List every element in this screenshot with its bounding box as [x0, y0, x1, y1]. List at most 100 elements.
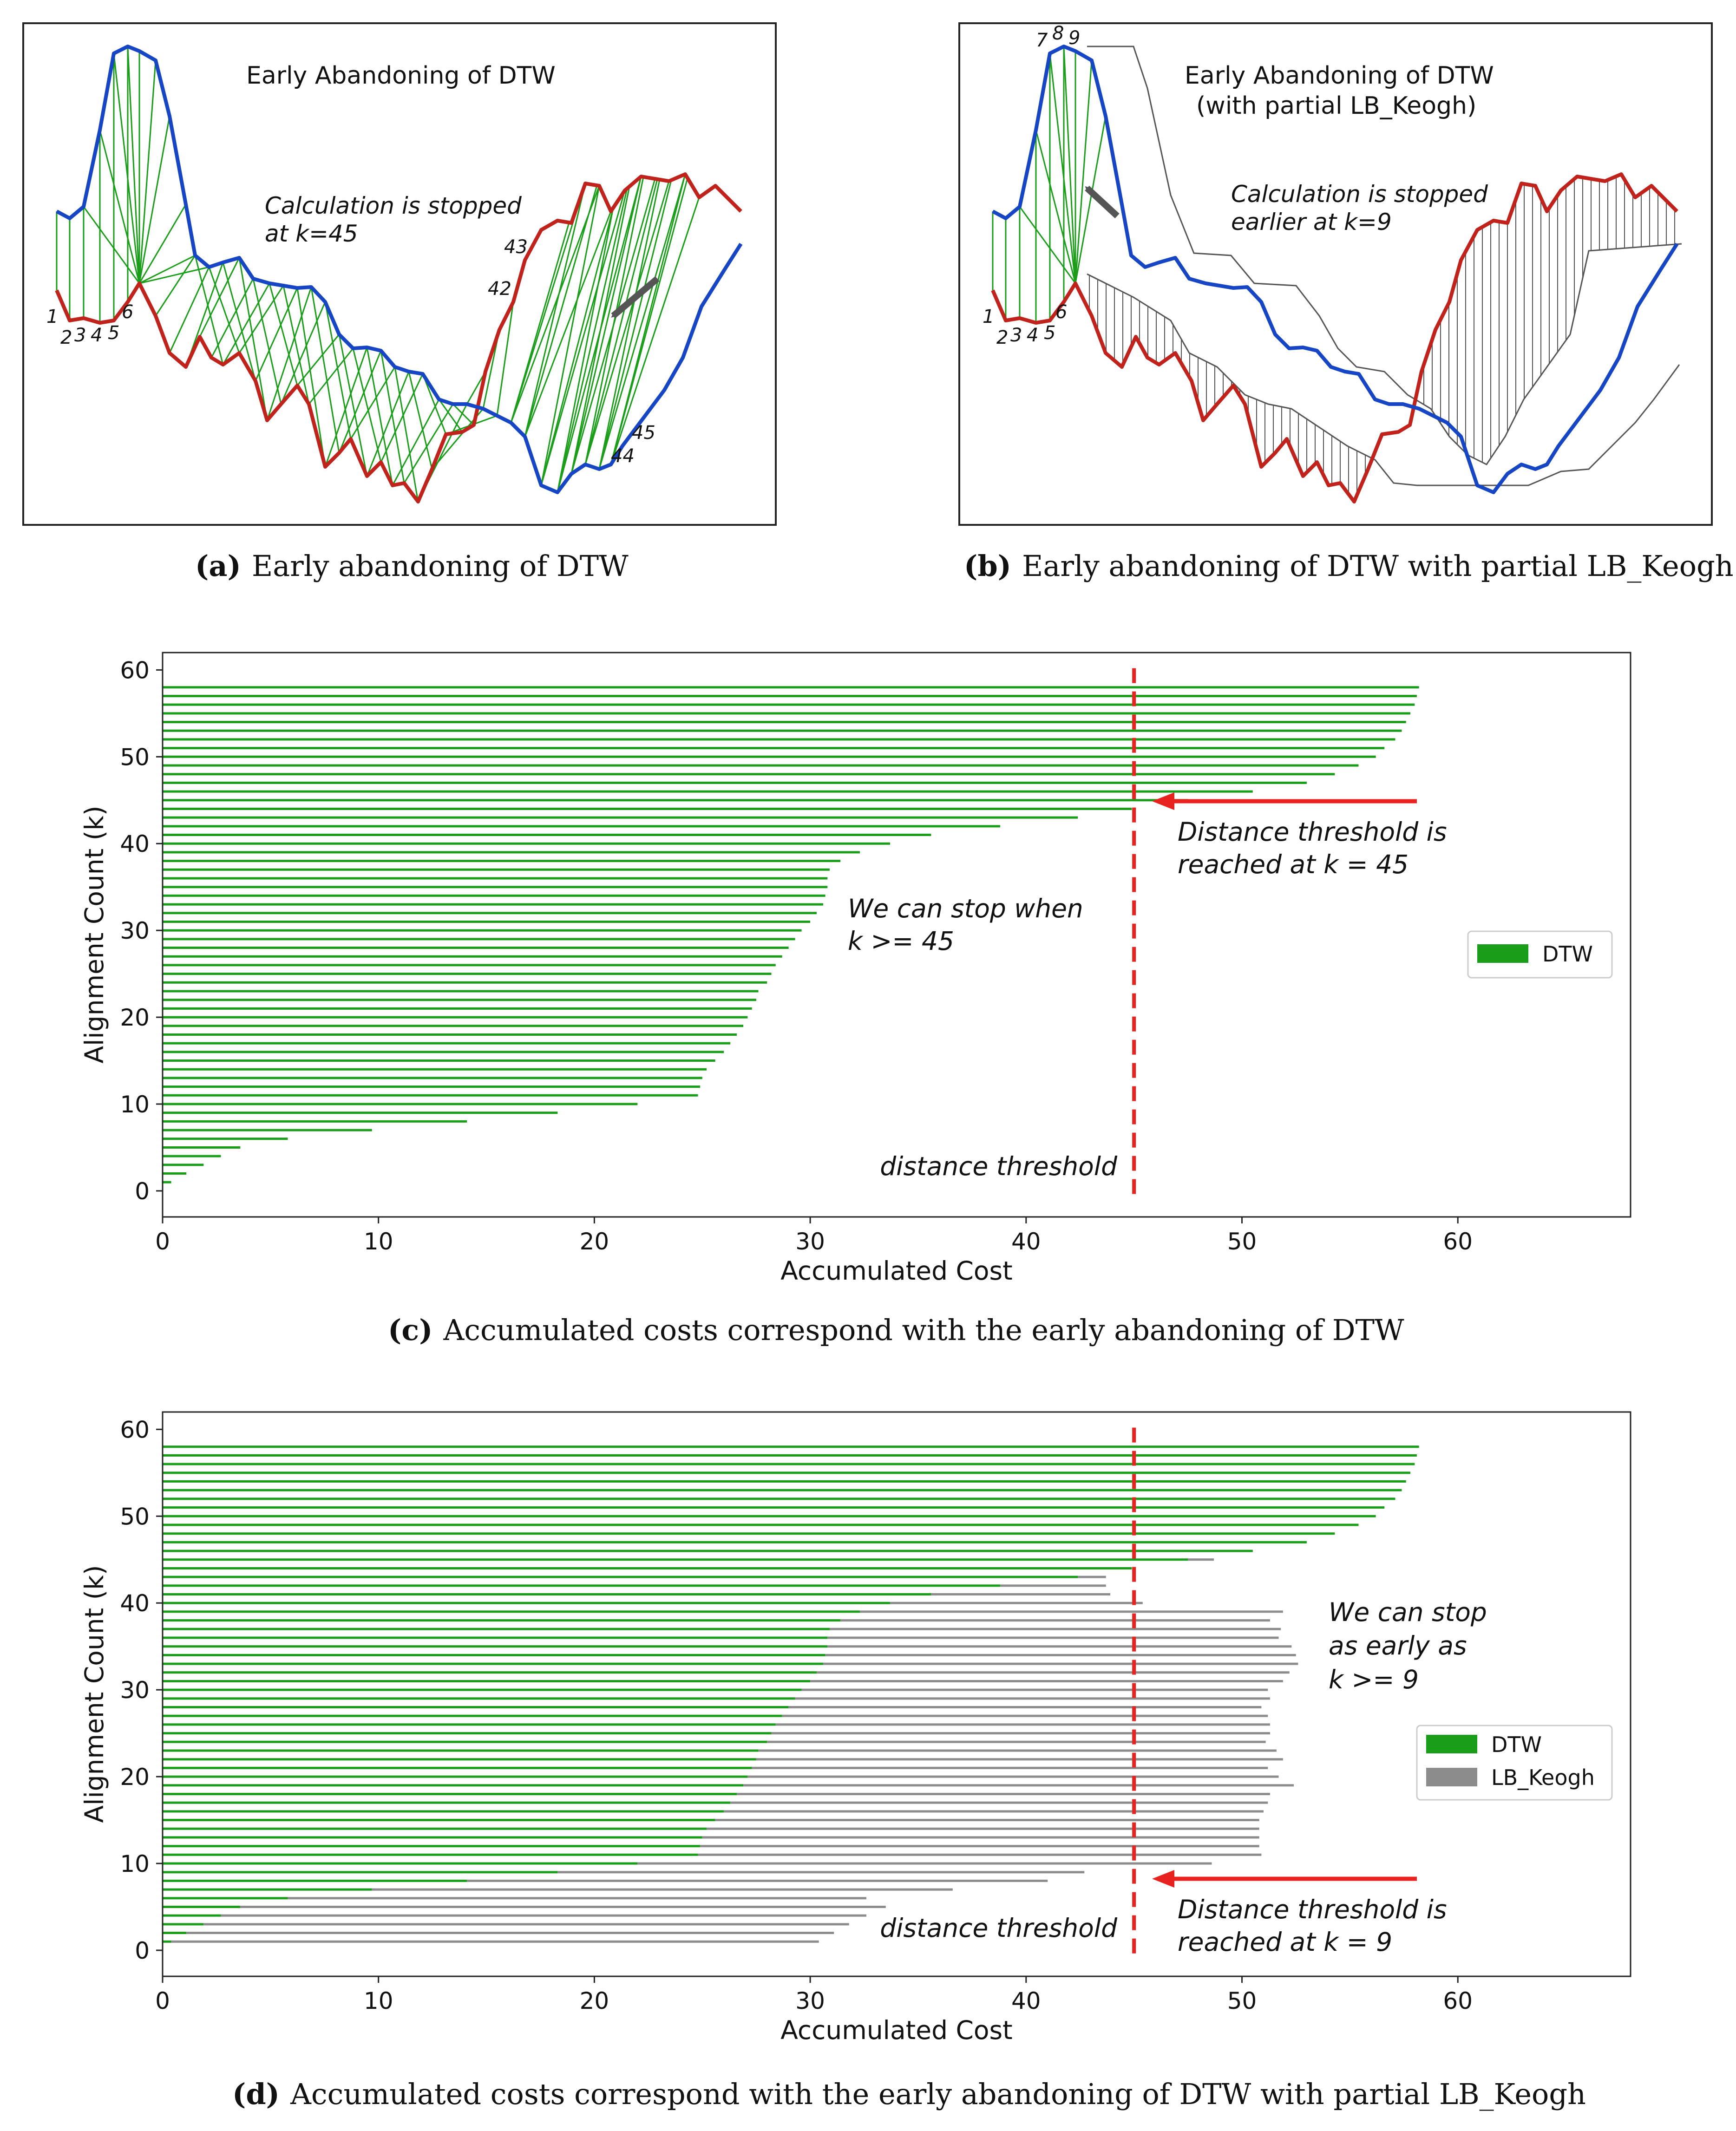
- panel-b-caption: (b) Early abandoning of DTW with partial…: [964, 549, 1734, 583]
- chart-d-threshold-label: distance threshold: [880, 1913, 1118, 1943]
- panel-a-frame: [22, 22, 777, 526]
- panel-a-warp-line: [208, 267, 240, 353]
- panel-a-warp-line: [296, 334, 340, 386]
- chart-d-bars: [163, 1445, 1419, 1943]
- panel-a-title: Early Abandoning of DTW: [246, 62, 556, 90]
- chart-d-axes-frame: [162, 1411, 1631, 1977]
- panel-a-warp-line: [366, 371, 410, 477]
- panel-b-warp-line: [1019, 206, 1076, 284]
- panel-b-label-6: 6: [1055, 301, 1067, 323]
- panel-a-warp-line: [155, 255, 196, 316]
- chart-c-stop-1: We can stop when: [848, 894, 1083, 923]
- panel-a-warp-line: [452, 403, 475, 426]
- chart-c-reached-2: reached at k = 45: [1178, 850, 1408, 879]
- panel-b-warp-line: [1074, 116, 1107, 284]
- panel-b-caption-letter: (b): [964, 549, 1011, 583]
- chart-c-legend-dtw-swatch: [1477, 944, 1528, 963]
- panel-a-warp-line: [194, 255, 224, 365]
- panel-b-label-3: 3: [1010, 325, 1022, 346]
- chart-d-legend-lb-swatch: [1426, 1768, 1477, 1786]
- d-xtick-label: 60: [1443, 1987, 1473, 2014]
- panel-a-warp-line: [252, 278, 282, 405]
- panel-a-warp-line: [557, 188, 628, 493]
- chart-c-bars: [163, 686, 1419, 1183]
- panel-a-warp-line: [139, 266, 210, 284]
- d-xtick-label: 30: [795, 1987, 825, 2014]
- panel-a-label-44: 44: [611, 445, 635, 467]
- panel-a-warp-line: [238, 257, 268, 421]
- chart-d-xlabel: Accumulated Cost: [780, 2015, 1013, 2045]
- d-xtick-label: 10: [364, 1987, 393, 2014]
- chart-d: 0 10 20 30 40 50 60 0 10 20 30 40 50 60 Accumulated C…: [79, 1411, 1631, 2111]
- chart-d-stop-1: We can stop: [1329, 1597, 1487, 1627]
- chart-c-caption-letter: (c): [388, 1313, 432, 1347]
- panel-a-warp-line: [403, 404, 454, 484]
- panel-a-warp-line: [380, 350, 405, 484]
- panel-a-warp-line: [610, 197, 700, 465]
- panel-a-warp-line: [570, 186, 630, 474]
- chart-c-ylabel: Alignment Count (k): [79, 806, 109, 1064]
- panel-a-label-42: 42: [488, 278, 511, 300]
- panel-a-warp-line: [610, 174, 686, 465]
- panel-a-label-6: 6: [122, 301, 133, 323]
- chart-c: 0 10 20 30 40 50 60 0 10 20 30 40 50 60 Accumulated C…: [79, 652, 1631, 1347]
- chart-d-ticks: 0 10 20 30 40 50 60 0 10 20 30 40 50 60: [120, 1416, 1473, 2014]
- panel-a-warp-line: [466, 371, 486, 405]
- c-xtick-label: 0: [155, 1228, 170, 1255]
- chart-c-reached-1: Distance threshold is: [1178, 817, 1447, 847]
- panel-a-label-45: 45: [632, 422, 655, 444]
- panel-a-warp-line: [138, 60, 157, 284]
- c-ytick-label: 10: [120, 1091, 150, 1118]
- panel-a-warp-line: [255, 288, 298, 381]
- panel-a-warp-line: [113, 53, 140, 284]
- panel-a-warp-line: [540, 190, 626, 486]
- panel-b-label-2: 2: [996, 327, 1008, 348]
- panel-b-label-9: 9: [1068, 27, 1080, 49]
- panel-a-warp-line: [422, 373, 447, 435]
- panel-a: Early Abandoning of DTW Calculation is s…: [22, 22, 777, 583]
- panel-b-note-2: earlier at k=9: [1231, 209, 1392, 235]
- chart-c-stop-2: k >= 45: [848, 926, 954, 956]
- panel-a-arrow: [611, 276, 660, 319]
- d-xtick-label: 50: [1227, 1987, 1257, 2014]
- panel-a-label-3: 3: [74, 325, 86, 346]
- panel-a-warp-line: [83, 206, 140, 284]
- d-xtick-label: 0: [155, 1987, 170, 2014]
- panel-a-warp-line: [138, 204, 187, 284]
- chart-d-caption-text: Accumulated costs correspond with the ea…: [290, 2077, 1586, 2111]
- c-ytick-label: 0: [135, 1178, 150, 1205]
- panel-a-warp-line: [210, 278, 254, 358]
- panel-a-warp-line: [598, 174, 686, 470]
- panel-a-warping-lines: [56, 46, 700, 502]
- panel-b-label-7: 7: [1036, 30, 1048, 51]
- panel-a-warp-line: [282, 285, 310, 405]
- d-ytick-label: 0: [135, 1937, 150, 1964]
- panel-a-warp-line: [138, 116, 170, 284]
- panel-a-warp-line: [222, 262, 256, 381]
- chart-c-legend: DTW: [1467, 930, 1613, 979]
- c-xtick-label: 60: [1443, 1228, 1473, 1255]
- panel-a-warp-line: [380, 373, 424, 463]
- c-xtick-label: 50: [1227, 1228, 1257, 1255]
- d-ytick-label: 50: [120, 1503, 150, 1530]
- panel-b-caption-text: Early abandoning of DTW with partial LB_…: [1022, 549, 1734, 583]
- panel-a-warp-line: [524, 211, 612, 437]
- panel-a-warp-line: [366, 347, 393, 486]
- chart-d-reached-1: Distance threshold is: [1178, 1895, 1447, 1924]
- panel-a-warp-line: [557, 208, 614, 493]
- panel-a-note-1: Calculation is stopped: [265, 192, 522, 219]
- panel-a-warp-line: [127, 46, 140, 284]
- chart-c-threshold-label: distance threshold: [880, 1151, 1118, 1181]
- c-xtick-label: 40: [1011, 1228, 1041, 1255]
- panel-a-warp-line: [570, 176, 642, 474]
- d-ytick-label: 20: [120, 1764, 150, 1791]
- panel-a-warp-line: [510, 185, 600, 423]
- panel-b: Early Abandoning of DTW (with partial LB…: [958, 22, 1734, 583]
- panel-b-warp-line: [1063, 46, 1076, 284]
- chart-c-axes-frame: [162, 652, 1631, 1218]
- panel-a-warp-line: [139, 255, 196, 284]
- panel-a-warp-line: [394, 366, 419, 502]
- panel-b-upper-envelope: [1087, 46, 1682, 465]
- chart-c-caption: (c) Accumulated costs correspond with th…: [388, 1313, 1404, 1347]
